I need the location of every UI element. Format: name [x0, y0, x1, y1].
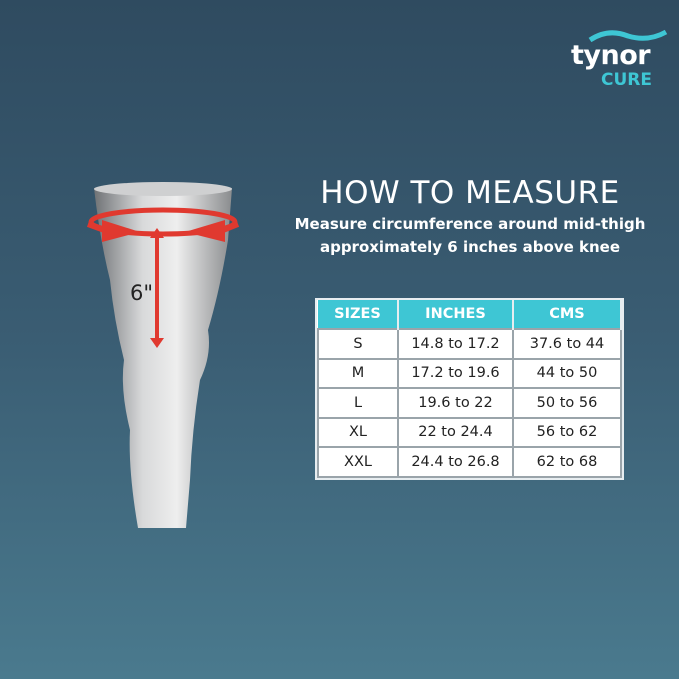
size-cell: M	[317, 357, 399, 389]
logo-sub: CURE	[601, 70, 652, 90]
header-cms: CMS	[513, 300, 622, 329]
inches-cell: 19.6 to 22	[397, 387, 514, 419]
size-chart-table: SIZES INCHES CMS S 14.8 to 17.2 37.6 to 44…	[317, 300, 622, 478]
cms-cell: 50 to 56	[512, 387, 622, 419]
logo-wave-icon	[588, 29, 668, 43]
header-inches: INCHES	[398, 300, 514, 329]
inches-cell: 17.2 to 19.6	[397, 357, 514, 389]
inches-cell: 24.4 to 26.8	[397, 446, 514, 478]
page-subtitle: Measure circumference around mid-thigh a…	[290, 213, 650, 259]
table-row: XL 22 to 24.4 56 to 62	[317, 416, 622, 448]
size-cell: XXL	[317, 446, 399, 478]
subtitle-line-1: Measure circumference around mid-thigh	[294, 215, 646, 233]
inches-cell: 22 to 24.4	[397, 416, 514, 448]
size-cell: S	[317, 328, 399, 360]
table-row: L 19.6 to 22 50 to 56	[317, 387, 622, 419]
header-sizes: SIZES	[318, 300, 399, 329]
leg-illustration	[86, 182, 240, 528]
page-title: HOW TO MEASURE	[320, 175, 620, 211]
measure-label: 6"	[130, 281, 154, 305]
logo-brand: tynor	[571, 40, 651, 71]
size-cell: XL	[317, 416, 399, 448]
inches-cell: 14.8 to 17.2	[397, 328, 514, 360]
table-row: M 17.2 to 19.6 44 to 50	[317, 357, 622, 389]
table-header-row: SIZES INCHES CMS	[318, 300, 622, 329]
table-row: S 14.8 to 17.2 37.6 to 44	[317, 328, 622, 360]
cms-cell: 44 to 50	[512, 357, 622, 389]
subtitle-line-2: approximately 6 inches above knee	[319, 238, 621, 256]
table-row: XXL 24.4 to 26.8 62 to 68	[317, 446, 622, 478]
cms-cell: 56 to 62	[512, 416, 622, 448]
cms-cell: 62 to 68	[512, 446, 622, 478]
size-cell: L	[317, 387, 399, 419]
cms-cell: 37.6 to 44	[512, 328, 622, 360]
